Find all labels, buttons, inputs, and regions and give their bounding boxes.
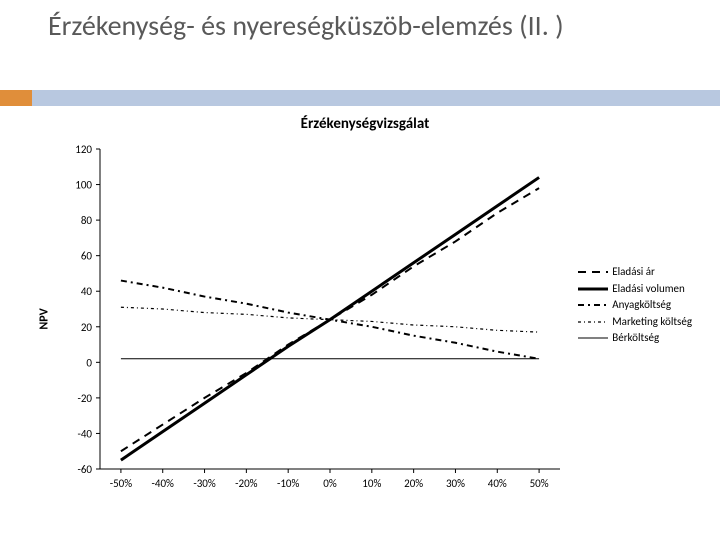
svg-text:-40%: -40% xyxy=(152,477,175,490)
svg-text:40%: 40% xyxy=(488,477,507,490)
svg-text:50%: 50% xyxy=(530,477,549,490)
svg-text:20: 20 xyxy=(81,321,93,334)
svg-text:-20: -20 xyxy=(77,392,92,405)
legend: Eladási árEladási volumenAnyagköltségMar… xyxy=(578,264,692,347)
legend-label: Eladási ár xyxy=(612,264,655,281)
legend-swatch xyxy=(578,316,608,328)
legend-label: Bérköltség xyxy=(612,330,659,347)
plot-area: NPV -60 -40 -20 0 20 40 60 80 100 120 -50% -40% -30%… xyxy=(40,139,690,499)
accent-amber xyxy=(0,90,32,106)
svg-text:-60: -60 xyxy=(77,463,92,476)
svg-text:-30%: -30% xyxy=(193,477,216,490)
svg-text:-20%: -20% xyxy=(235,477,258,490)
legend-item: Anyagköltség xyxy=(578,297,692,314)
legend-item: Marketing költség xyxy=(578,314,692,331)
svg-text:0%: 0% xyxy=(323,477,337,490)
legend-swatch xyxy=(578,299,608,311)
chart-title: Érzékenységvizsgálat xyxy=(40,115,690,133)
legend-item: Eladási volumen xyxy=(578,281,692,298)
chart-svg: -60 -40 -20 0 20 40 60 80 100 120 -50% -40% -30% -20%… xyxy=(40,139,580,499)
svg-text:120: 120 xyxy=(75,143,92,156)
sensitivity-chart: Érzékenységvizsgálat NPV -60 -40 -20 0 20 40 6… xyxy=(40,115,690,525)
svg-text:-10%: -10% xyxy=(277,477,300,490)
series-anyagköltség xyxy=(121,281,539,359)
svg-text:-50%: -50% xyxy=(110,477,133,490)
svg-text:40: 40 xyxy=(81,285,93,298)
legend-item: Eladási ár xyxy=(578,264,692,281)
svg-text:80: 80 xyxy=(81,214,93,227)
svg-text:20%: 20% xyxy=(404,477,423,490)
legend-label: Eladási volumen xyxy=(612,281,685,298)
svg-text:0: 0 xyxy=(86,356,92,369)
legend-label: Marketing költség xyxy=(612,314,692,331)
accent-blue xyxy=(32,90,720,106)
svg-text:60: 60 xyxy=(81,250,93,263)
svg-text:-40: -40 xyxy=(77,427,92,440)
y-axis-label: NPV xyxy=(38,308,52,329)
legend-swatch xyxy=(578,266,608,278)
legend-label: Anyagköltség xyxy=(612,297,671,314)
legend-swatch xyxy=(578,332,608,344)
page-title: Érzékenység- és nyereségküszöb-elemzés (… xyxy=(48,8,564,43)
svg-text:100: 100 xyxy=(75,179,92,192)
accent-bar xyxy=(0,90,720,106)
svg-text:30%: 30% xyxy=(446,477,465,490)
legend-item: Bérköltség xyxy=(578,330,692,347)
legend-swatch xyxy=(578,283,608,295)
svg-text:10%: 10% xyxy=(362,477,381,490)
